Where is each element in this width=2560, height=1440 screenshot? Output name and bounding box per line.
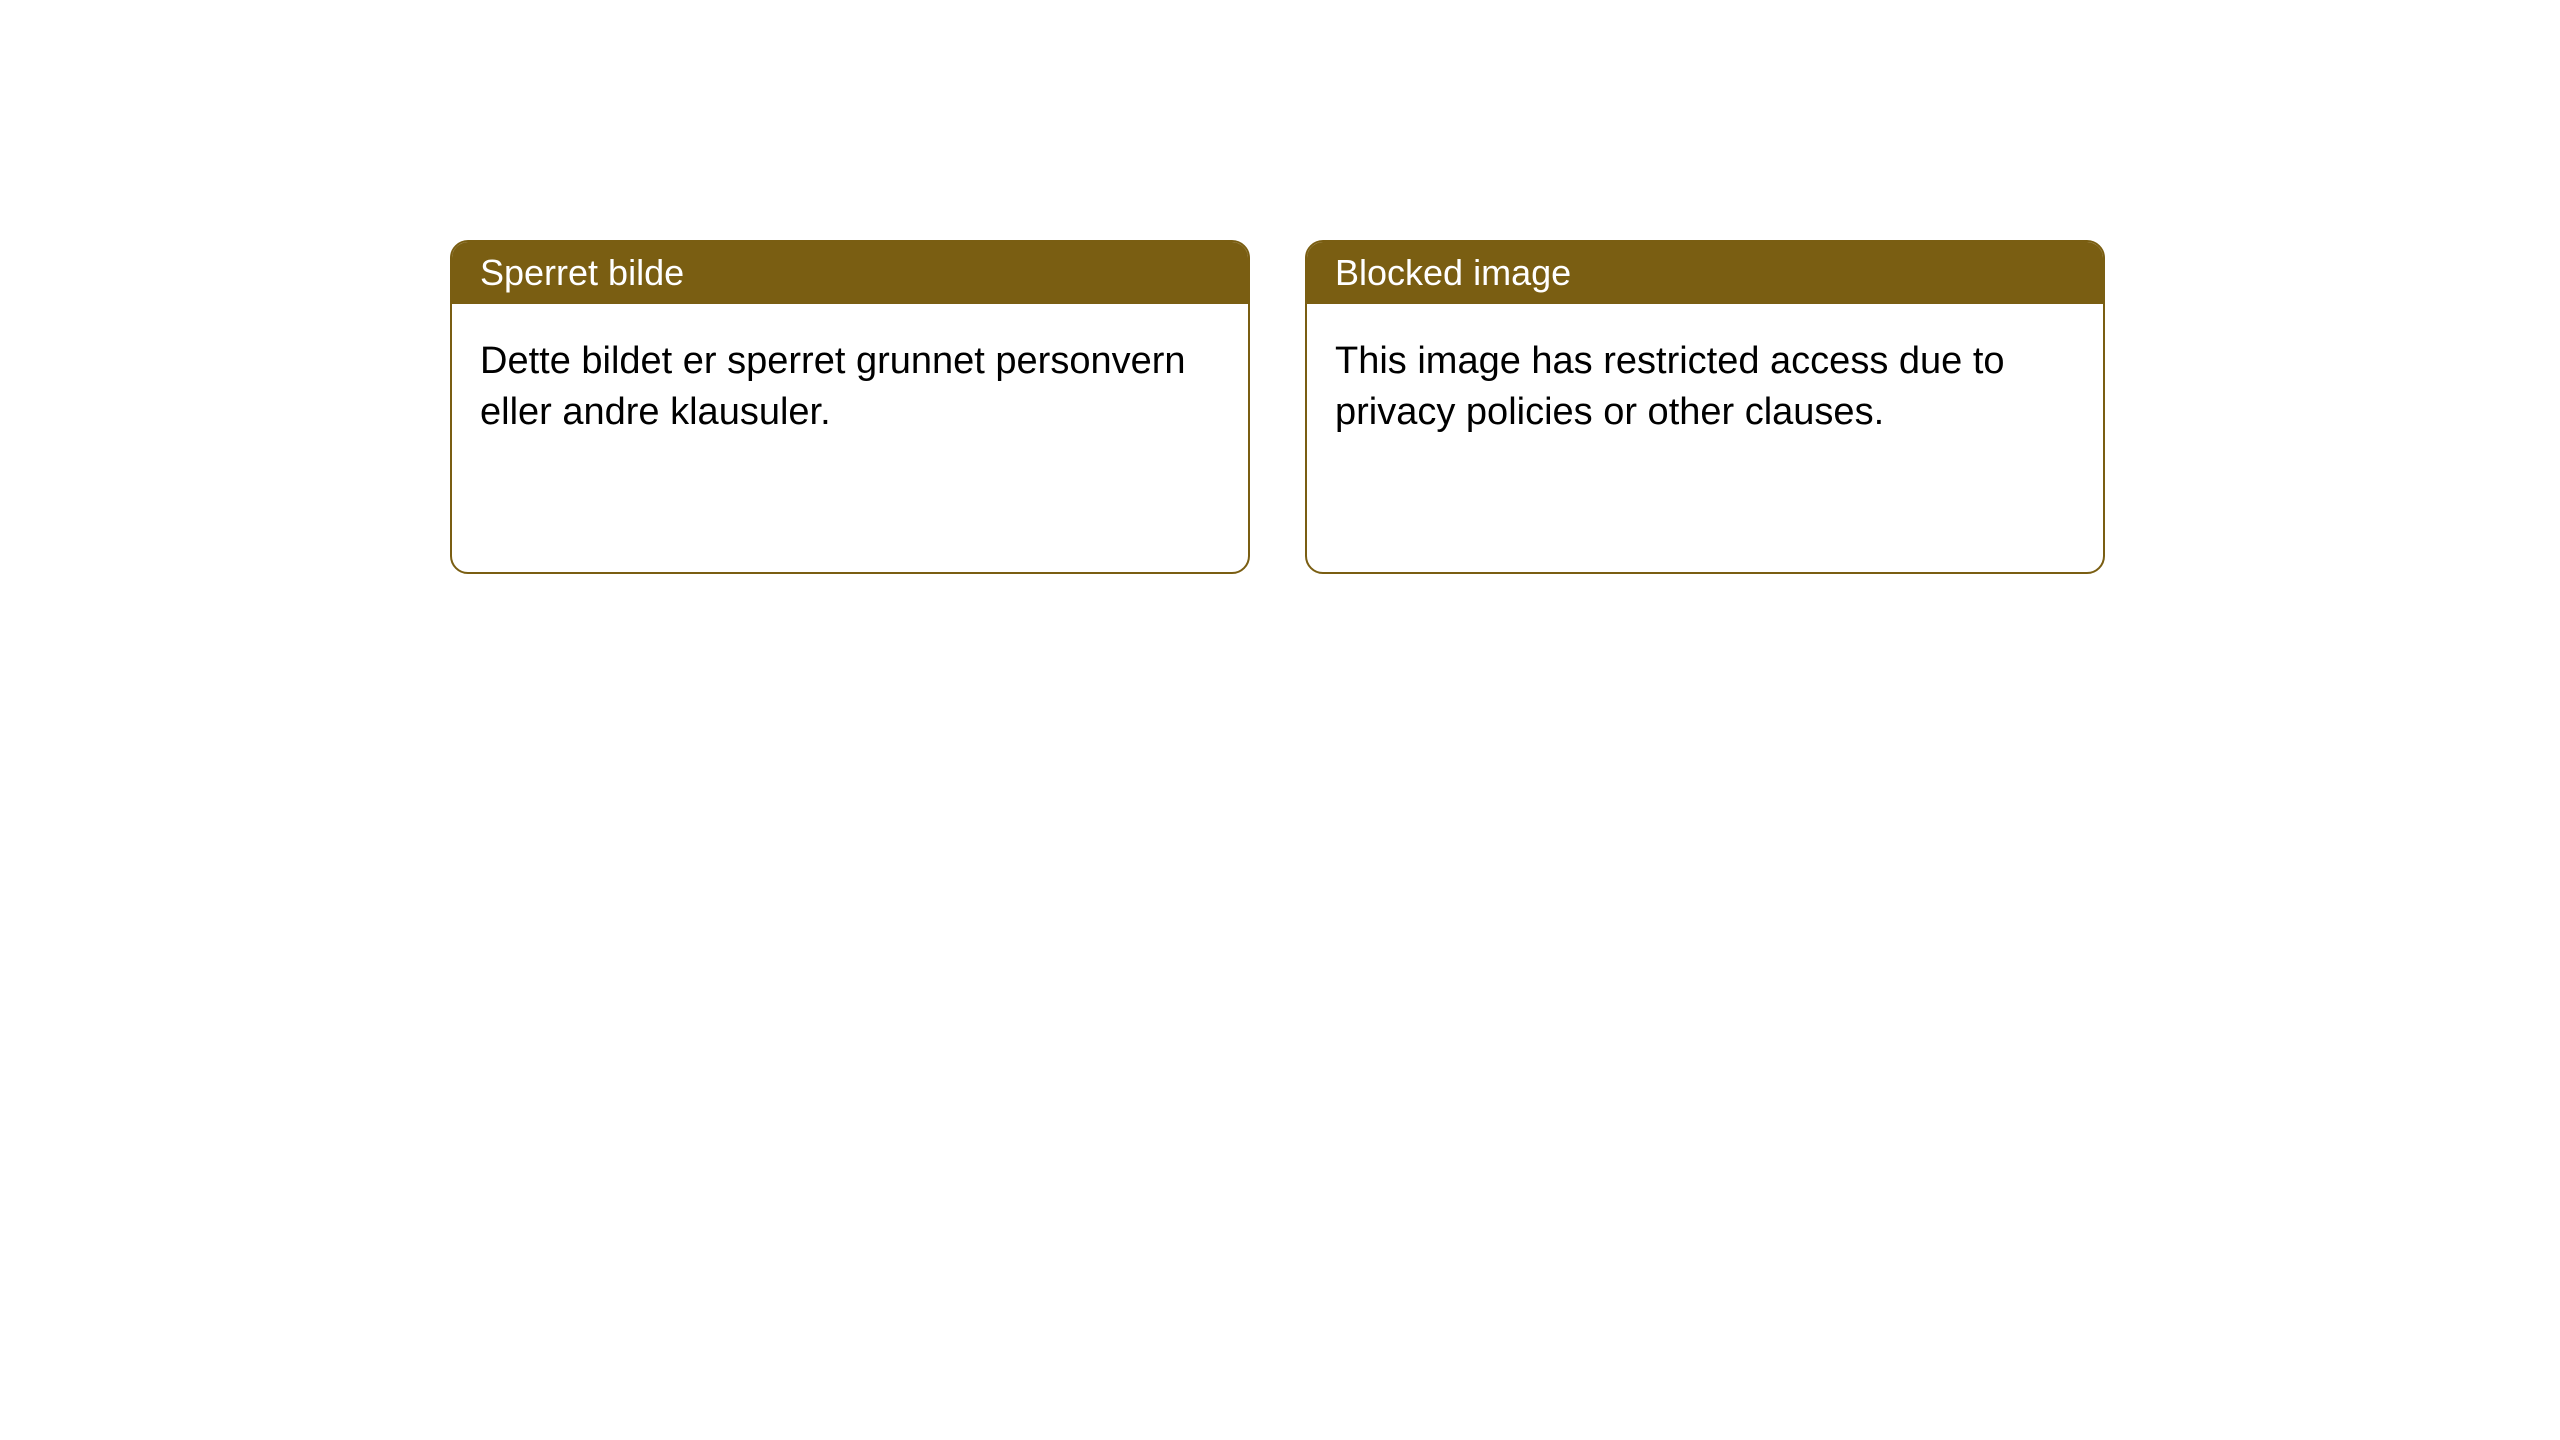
notice-title: Blocked image: [1335, 252, 1571, 293]
notice-text: This image has restricted access due to …: [1335, 340, 2005, 433]
notice-title: Sperret bilde: [480, 252, 684, 293]
notice-card-norwegian: Sperret bilde Dette bildet er sperret gr…: [450, 240, 1250, 574]
notice-body: Dette bildet er sperret grunnet personve…: [452, 304, 1248, 471]
notice-container: Sperret bilde Dette bildet er sperret gr…: [0, 0, 2560, 574]
notice-text: Dette bildet er sperret grunnet personve…: [480, 340, 1186, 433]
notice-header: Blocked image: [1307, 242, 2103, 304]
notice-card-english: Blocked image This image has restricted …: [1305, 240, 2105, 574]
notice-header: Sperret bilde: [452, 242, 1248, 304]
notice-body: This image has restricted access due to …: [1307, 304, 2103, 471]
